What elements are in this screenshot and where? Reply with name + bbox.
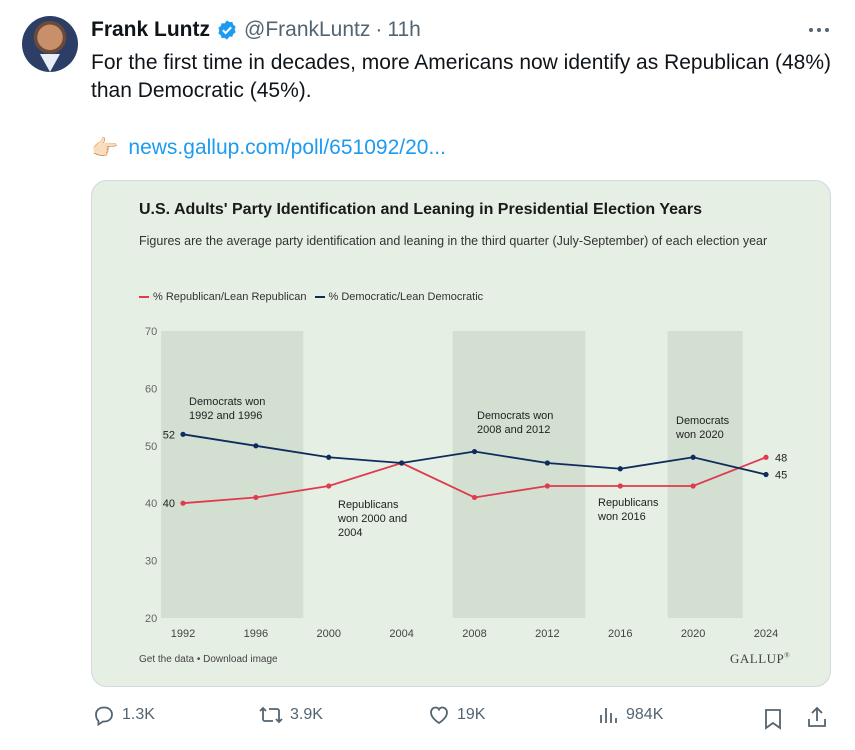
annotation-democrats-1992-1996-line-1: Democrats won	[189, 396, 265, 408]
legend-item-republican: % Republican/Lean Republican	[139, 291, 307, 303]
reply-count: 1.3K	[122, 706, 155, 723]
gallup-logo-mark: ®	[784, 651, 791, 660]
avatar-shirt	[40, 54, 60, 72]
y-tick-label-20: 20	[145, 613, 157, 625]
tweet-header: Frank Luntz @FrankLuntz · 11h	[91, 18, 421, 42]
shaded-period-2	[452, 331, 586, 618]
annotation-republicans-2016-line-1: Republicans	[598, 497, 659, 509]
x-tick-label-2020: 2020	[681, 628, 705, 640]
share-icon[interactable]	[805, 705, 829, 731]
bookmark-icon[interactable]	[762, 707, 784, 731]
repost-count: 3.9K	[290, 706, 323, 723]
end-label-republican: 48	[775, 452, 787, 464]
data-point-republican-2012	[544, 483, 550, 489]
tweet-link-line: 👉🏻 news.gallup.com/poll/651092/20...	[91, 135, 446, 161]
data-point-democratic-2012	[544, 460, 550, 466]
header-separator: ·	[375, 18, 383, 41]
legend-item-democratic: % Democratic/Lean Democratic	[314, 291, 484, 303]
start-label-republican: 40	[163, 498, 175, 510]
data-point-democratic-2008	[471, 448, 478, 455]
legend-label-democratic: % Democratic/Lean Democratic	[328, 291, 484, 303]
data-point-republican-2020	[690, 483, 696, 489]
data-point-republican-1992	[180, 500, 186, 506]
end-label-democratic: 45	[775, 470, 787, 482]
shaded-period-3	[667, 331, 743, 618]
views-bar-chart-icon	[600, 708, 617, 723]
annotation-republicans-2016-line-2: won 2016	[597, 511, 646, 523]
views-button[interactable]: 984K	[596, 703, 663, 727]
more-options-icon[interactable]	[806, 18, 832, 42]
x-tick-label-2024: 2024	[754, 628, 778, 640]
data-point-democratic-2024	[763, 471, 769, 478]
data-point-republican-2024	[763, 454, 769, 460]
data-point-democratic-2016	[617, 466, 623, 472]
tweet-link[interactable]: news.gallup.com/poll/651092/20...	[128, 136, 446, 159]
annotation-democrats-2008-2012-line-1: Democrats won	[477, 410, 553, 422]
legend-label-republican: % Republican/Lean Republican	[153, 291, 307, 303]
verified-badge-icon	[218, 20, 236, 40]
line-chart: 20 30 40 50 60 70 1992 1996 2000 2004 2008 2012 2016…	[145, 326, 787, 640]
data-point-democratic-2004	[399, 460, 405, 466]
data-point-democratic-2000	[326, 454, 332, 460]
x-tick-label-2000: 2000	[317, 628, 341, 640]
author-handle[interactable]: @FrankLuntz	[244, 18, 371, 41]
x-tick-label-2008: 2008	[462, 628, 486, 640]
author-avatar[interactable]	[22, 16, 78, 72]
annotation-democrats-2020-line-2: won 2020	[675, 429, 724, 441]
data-point-democratic-1996	[253, 443, 259, 449]
tweet-text: For the first time in decades, more Amer…	[91, 51, 831, 102]
annotation-republicans-2000-2004-line-1: Republicans	[338, 499, 399, 511]
reply-button[interactable]: 1.3K	[92, 703, 155, 727]
repost-button[interactable]: 3.9K	[258, 703, 323, 727]
pointing-hand-icon: 👉🏻	[91, 135, 119, 160]
like-button[interactable]: 19K	[427, 703, 485, 727]
data-point-republican-2016	[617, 483, 623, 489]
chart-card[interactable]: U.S. Adults' Party Identification and Le…	[91, 180, 831, 687]
x-tick-label-2016: 2016	[608, 628, 632, 640]
reply-icon	[95, 706, 113, 727]
heart-icon	[430, 706, 448, 725]
shaded-period-1	[161, 331, 304, 618]
x-tick-label-1996: 1996	[244, 628, 268, 640]
tweet-timestamp[interactable]: 11h	[387, 18, 421, 41]
like-count: 19K	[457, 706, 486, 723]
annotation-democrats-2008-2012-line-2: 2008 and 2012	[477, 424, 550, 436]
data-point-republican-1996	[253, 494, 259, 501]
y-tick-label-40: 40	[145, 498, 157, 510]
data-point-republican-2000	[326, 483, 332, 489]
x-tick-label-1992: 1992	[171, 628, 195, 640]
annotation-democrats-2020-line-1: Democrats	[676, 415, 730, 427]
annotation-democrats-1992-1996-line-2: 1992 and 1996	[189, 410, 262, 422]
y-tick-label-50: 50	[145, 441, 157, 453]
repost-icon	[259, 706, 283, 724]
chart-subtitle: Figures are the average party identifica…	[139, 234, 768, 248]
x-tick-label-2004: 2004	[389, 628, 413, 640]
data-point-democratic-2020	[690, 454, 696, 460]
get-data-download-links[interactable]: Get the data • Download image	[139, 654, 278, 665]
data-point-republican-2008	[471, 494, 478, 501]
annotation-republicans-2000-2004-line-3: 2004	[338, 527, 362, 539]
gallup-logo-text: GALLUP	[730, 651, 785, 666]
legend-swatch-republican	[139, 296, 149, 298]
x-tick-label-2012: 2012	[535, 628, 559, 640]
start-label-democratic: 52	[163, 429, 175, 441]
y-tick-label-30: 30	[145, 556, 157, 568]
chart-title: U.S. Adults' Party Identification and Le…	[139, 201, 703, 218]
legend-swatch-democratic	[314, 296, 325, 298]
annotation-republicans-2000-2004-line-2: won 2000 and	[337, 513, 407, 525]
views-count: 984K	[626, 706, 664, 723]
author-name[interactable]: Frank Luntz	[91, 18, 210, 41]
gallup-logo: GALLUP®	[730, 651, 790, 667]
tweet-actions: 1.3K 3.9K 19K 984K	[0, 703, 855, 735]
y-tick-label-70: 70	[145, 326, 157, 338]
y-tick-label-60: 60	[145, 383, 157, 395]
chart-legend: % Republican/Lean Republican % Democrati…	[139, 291, 483, 303]
data-point-democratic-1992	[180, 431, 186, 437]
